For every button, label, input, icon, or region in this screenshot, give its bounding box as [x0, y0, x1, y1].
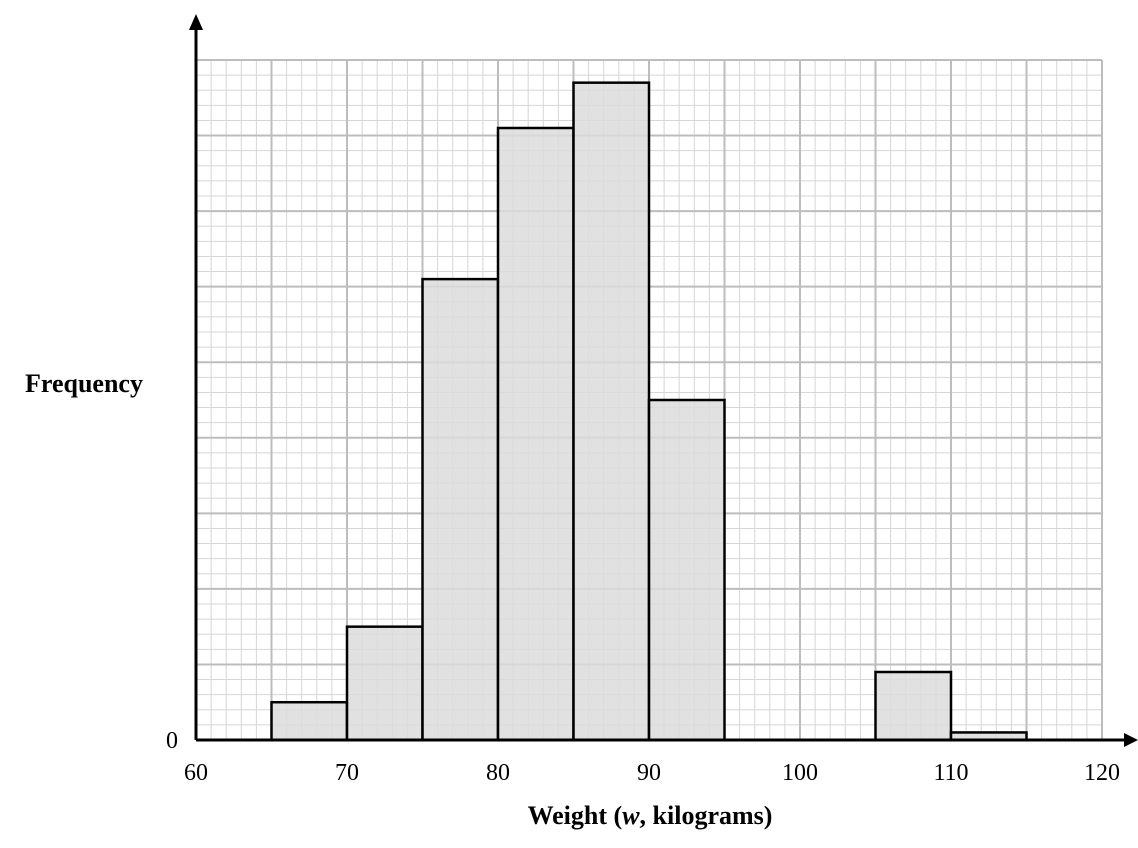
histogram-bar-75-80 — [421, 277, 500, 742]
histogram-bar-80-85 — [496, 126, 575, 742]
histogram-bar-85-90 — [572, 81, 651, 742]
x-tick-labels: 60 70 80 90 100 110 120 — [184, 760, 1120, 786]
x-axis-arrow — [1124, 733, 1138, 747]
y-tick-label-0: 0 — [166, 728, 178, 754]
x-tick-label-120: 120 — [1084, 760, 1120, 786]
y-axis-label: Frequency — [25, 369, 143, 398]
y-axis-arrow — [189, 14, 203, 30]
x-tick-label-100: 100 — [782, 760, 818, 786]
histogram-bar-90-95 — [647, 398, 726, 742]
x-axis-label: Weight (w, kilograms) — [528, 801, 773, 830]
x-tick-label-80: 80 — [486, 760, 510, 786]
axes — [189, 14, 1138, 747]
x-tick-label-110: 110 — [933, 760, 968, 786]
histogram-bar-70-75 — [345, 625, 424, 742]
x-axis-label-unit: , kilograms) — [640, 801, 773, 830]
histogram-bar-65-70 — [270, 700, 349, 742]
y-tick-labels: 0 — [166, 728, 178, 754]
x-tick-label-60: 60 — [184, 760, 208, 786]
histogram-bars — [270, 81, 1028, 742]
x-axis-label-variable: w — [622, 801, 640, 830]
x-tick-label-90: 90 — [637, 760, 661, 786]
x-axis-label-text: Weight ( — [528, 801, 623, 830]
x-tick-label-70: 70 — [335, 760, 359, 786]
histogram-bar-105-110 — [874, 670, 953, 742]
